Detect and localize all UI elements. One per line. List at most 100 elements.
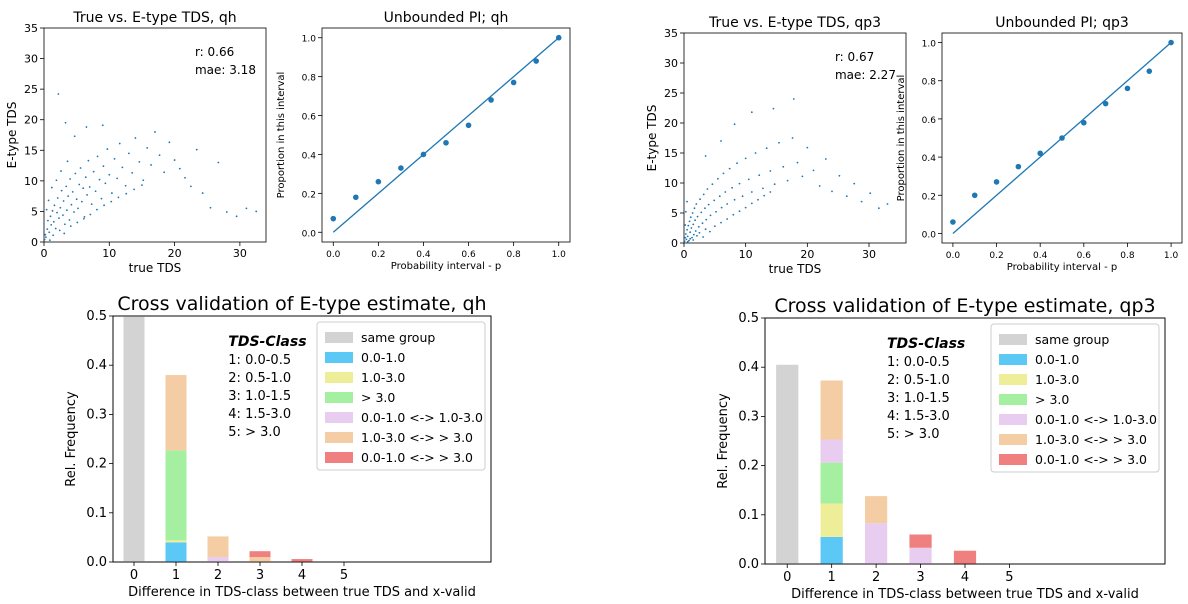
bar-segment — [865, 523, 888, 564]
y-tick-label: 30 — [664, 57, 678, 70]
data-point — [853, 182, 856, 185]
data-point — [74, 172, 77, 175]
y-tick-label: 0.2 — [922, 192, 936, 202]
data-point — [732, 213, 735, 216]
data-point — [95, 208, 98, 211]
y-tick-label: 0.4 — [86, 358, 107, 373]
data-point — [53, 204, 56, 207]
data-point — [845, 195, 848, 198]
data-point — [698, 231, 701, 234]
bar-segment — [165, 375, 187, 451]
data-point — [686, 228, 688, 231]
x-tick-label: 1.0 — [552, 250, 567, 260]
data-point — [124, 184, 127, 187]
y-tick-label: 0.6 — [922, 116, 937, 126]
x-axis-label: true TDS — [129, 261, 182, 275]
legend-swatch — [325, 412, 353, 423]
x-tick-label: 20 — [168, 247, 182, 260]
legend-box — [990, 323, 1160, 473]
data-point — [696, 234, 698, 237]
data-point — [118, 142, 121, 145]
data-point — [80, 200, 83, 203]
data-point — [92, 170, 95, 173]
data-point — [101, 124, 104, 127]
y-tick-label: 0.2 — [86, 457, 107, 472]
x-axis-label: true TDS — [769, 262, 822, 276]
y-tick-label: 0.4 — [922, 154, 937, 164]
data-point — [96, 155, 99, 158]
data-point — [84, 176, 87, 179]
data-point — [47, 219, 49, 222]
data-point — [1015, 163, 1022, 170]
data-point — [58, 217, 60, 220]
legend-swatch — [325, 332, 353, 343]
data-point — [726, 203, 729, 205]
y-tick-label: 0.1 — [86, 506, 107, 521]
bar-segment — [291, 559, 313, 562]
data-point — [44, 233, 47, 236]
bar-segment — [207, 557, 229, 562]
data-point — [772, 107, 775, 110]
data-point — [792, 98, 795, 100]
data-point — [694, 230, 697, 232]
data-point — [79, 167, 82, 169]
x-tick-label: 0.2 — [371, 250, 385, 260]
data-point — [717, 177, 719, 180]
x-tick-label: 1.0 — [1164, 251, 1179, 261]
y-tick-label: 15 — [24, 144, 38, 157]
data-point — [1102, 100, 1109, 107]
x-tick-label: 0 — [681, 248, 688, 261]
data-point — [692, 223, 695, 226]
data-point — [158, 154, 161, 157]
y-tick-label: 5 — [671, 207, 678, 220]
legend-swatch — [999, 334, 1027, 345]
data-point — [443, 139, 449, 146]
data-point — [47, 199, 50, 202]
data-point — [689, 237, 692, 240]
class-box-line: 1: 0.0-0.5 — [887, 355, 950, 370]
data-point — [754, 152, 757, 154]
data-point — [1037, 150, 1043, 157]
class-box-line: 4: 1.5-3.0 — [887, 409, 950, 424]
data-point — [791, 137, 794, 139]
class-box-line: 2: 0.5-1.0 — [228, 371, 291, 386]
data-point — [50, 186, 53, 189]
legend-swatch — [325, 392, 353, 403]
stat-annotation: r: 0.67 — [835, 50, 874, 64]
data-point — [726, 218, 729, 220]
data-point — [704, 155, 707, 157]
bar-segment — [909, 534, 932, 548]
data-point — [116, 177, 119, 180]
y-tick-label: 0 — [671, 237, 678, 250]
y-tick-label: 25 — [24, 83, 38, 96]
y-tick-label: 0.2 — [302, 190, 316, 200]
data-point — [57, 93, 60, 95]
plot-frame — [43, 27, 267, 243]
legend-label: 1.0-3.0 — [1035, 372, 1079, 387]
data-point — [733, 198, 736, 201]
data-point — [689, 231, 692, 234]
data-point — [398, 165, 404, 171]
legend-swatch — [325, 432, 353, 443]
data-point — [108, 173, 111, 176]
data-point — [692, 233, 695, 236]
data-point — [146, 146, 149, 149]
data-point — [762, 187, 764, 190]
data-point — [44, 238, 46, 241]
data-point — [353, 194, 359, 201]
data-point — [993, 179, 1000, 185]
data-point — [744, 206, 747, 209]
legend-swatch — [999, 454, 1027, 465]
plot-frame — [683, 32, 907, 244]
x-tick-label: 3 — [916, 570, 924, 585]
data-point — [73, 211, 75, 213]
data-point — [722, 172, 725, 175]
y-tick-label: 20 — [664, 117, 678, 130]
chart-title: True vs. E-type TDS, qp3 — [708, 15, 881, 31]
data-point — [695, 203, 698, 205]
x-tick-label: 0.8 — [506, 250, 521, 260]
data-point — [125, 192, 128, 195]
data-point — [688, 239, 690, 242]
plot-frame-border — [764, 317, 1166, 565]
x-axis-label: Difference in TDS-class between true TDS… — [791, 587, 1139, 602]
